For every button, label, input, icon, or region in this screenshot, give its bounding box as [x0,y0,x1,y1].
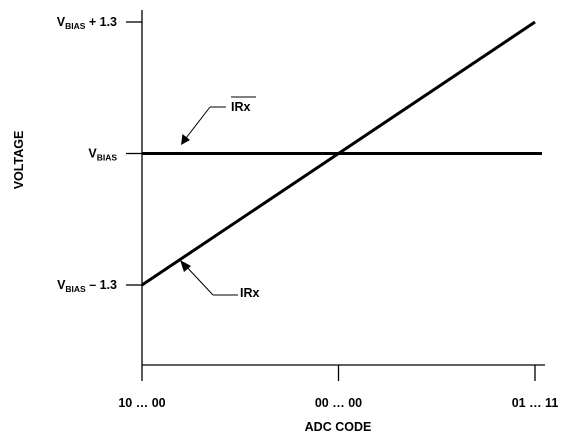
y-tick-label-sub: BIAS [97,153,118,163]
y-axis-label: VOLTAGE [12,131,26,190]
x-tick-label: 10 … 00 [118,396,165,410]
y-tick-label-sub: BIAS [65,284,86,294]
series-label-irx-bar: IRx [181,96,256,145]
series-lines [141,20,542,287]
y-tick-label-sub: BIAS [65,21,86,31]
y-tick-label: VBIAS + 1.3 [57,15,117,31]
leader-arrow-irx-bar [182,106,211,143]
y-tick-label: VBIAS [88,147,117,163]
y-tick-label-suffix: – 1.3 [86,278,117,292]
y-tick-label-base: V [57,15,66,29]
y-tick-label: VBIAS – 1.3 [57,278,117,294]
y-tick-label-suffix: + 1.3 [85,15,117,29]
arrowhead-irx-bar [181,134,190,145]
series-label-irx: IRx [180,260,260,300]
x-ticks: 10 … 00 00 … 00 01 … 11 [118,365,558,410]
arrowhead-irx [180,260,191,272]
series-label-text-irx: IRx [240,286,260,300]
y-tick-label-base: V [57,278,66,292]
x-axis-label: ADC CODE [305,420,372,434]
series-line-irx [141,20,536,287]
x-tick-label: 01 … 11 [512,396,559,410]
x-tick-label: 00 … 00 [315,396,362,410]
series-label-text-irx-bar: IRx [231,100,251,114]
y-tick-label-base: V [88,147,97,161]
